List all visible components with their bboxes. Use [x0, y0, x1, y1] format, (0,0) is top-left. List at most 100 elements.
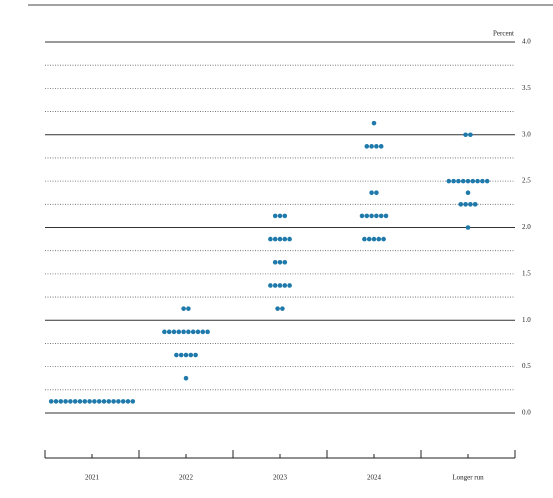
- dot: [162, 329, 167, 335]
- dot: [183, 352, 189, 358]
- dot: [364, 213, 370, 219]
- dot: [472, 202, 478, 207]
- dot: [371, 120, 377, 126]
- y-tick-label: 0.5: [522, 362, 531, 370]
- dot: [166, 329, 172, 335]
- dot: [130, 399, 136, 404]
- dot: [272, 236, 278, 242]
- dot: [460, 178, 466, 184]
- dot: [287, 283, 292, 288]
- dot: [465, 225, 471, 230]
- y-tick-label: 3.0: [522, 130, 531, 138]
- y-tick-label: 3.5: [522, 84, 531, 92]
- dot: [174, 352, 179, 358]
- dot: [268, 283, 273, 288]
- dot: [282, 236, 288, 242]
- dot: [181, 329, 186, 335]
- dot: [277, 236, 283, 242]
- dot: [178, 352, 184, 358]
- dot: [371, 236, 377, 242]
- dot: [92, 399, 97, 404]
- y-tick-label: 2.0: [522, 223, 531, 231]
- dot: [68, 399, 73, 404]
- x-tick-label: Longer run: [452, 474, 484, 482]
- x-tick-label: 2022: [179, 474, 194, 482]
- dot: [186, 329, 191, 335]
- dot: [116, 399, 121, 404]
- dot: [171, 329, 177, 335]
- dot: [366, 236, 372, 242]
- dot: [362, 236, 367, 242]
- dot: [374, 213, 379, 219]
- dot: [183, 375, 189, 381]
- dot: [475, 178, 480, 184]
- x-tick-label: 2021: [85, 474, 100, 482]
- dot: [465, 178, 471, 184]
- dot: [272, 259, 278, 265]
- dot: [63, 399, 68, 404]
- y-tick-label: 2.5: [522, 177, 531, 185]
- dot: [484, 178, 490, 184]
- dot: [190, 329, 196, 335]
- y-tick-label: 4.0: [522, 38, 531, 46]
- dot: [72, 399, 78, 404]
- dot: [369, 144, 374, 149]
- y-axis-label: Percent: [493, 30, 514, 38]
- dot: [277, 283, 283, 288]
- dot: [280, 306, 285, 311]
- dot: [364, 144, 370, 149]
- dot: [383, 213, 389, 219]
- dot: [125, 399, 131, 404]
- dot: [282, 259, 288, 265]
- dot: [87, 399, 92, 404]
- dot: [374, 144, 379, 149]
- dot: [272, 213, 278, 219]
- y-tick-label: 1.5: [522, 269, 531, 277]
- dot: [470, 178, 476, 184]
- dot: [282, 213, 288, 219]
- dot: [463, 202, 468, 207]
- dot: [195, 329, 201, 335]
- dot: [48, 399, 54, 404]
- x-tick-label: 2023: [273, 474, 288, 482]
- dot: [82, 399, 88, 404]
- dot: [77, 399, 83, 404]
- dot: [111, 399, 116, 404]
- dot: [181, 306, 186, 311]
- dot: [277, 259, 283, 265]
- x-tick-label: 2024: [367, 474, 382, 482]
- dot: [451, 178, 456, 184]
- dot: [268, 236, 273, 242]
- dot: [193, 352, 198, 358]
- dot: [287, 236, 292, 242]
- dot: [378, 213, 384, 219]
- dot: [272, 283, 278, 288]
- dot: [458, 202, 464, 207]
- dot: [376, 236, 382, 242]
- dot: [277, 213, 283, 219]
- dot: [188, 352, 194, 358]
- y-tick-label: 0.0: [522, 409, 531, 417]
- dot: [465, 190, 471, 196]
- dot: [369, 190, 374, 196]
- dot: [282, 283, 288, 288]
- dot: [456, 178, 461, 184]
- dot: [275, 306, 280, 311]
- dot: [359, 213, 365, 219]
- dot: [463, 132, 468, 138]
- dot: [106, 399, 112, 404]
- dot: [378, 144, 384, 149]
- dot: [96, 399, 102, 404]
- dot: [468, 132, 473, 138]
- dot: [446, 178, 452, 184]
- dot: [468, 202, 473, 207]
- dot: [200, 329, 206, 335]
- dot: [205, 329, 210, 335]
- dot: [58, 399, 64, 404]
- y-tick-label: 1.0: [522, 316, 531, 324]
- dot: [101, 399, 107, 404]
- dot: [369, 213, 374, 219]
- dot: [120, 399, 126, 404]
- dot: [176, 329, 182, 335]
